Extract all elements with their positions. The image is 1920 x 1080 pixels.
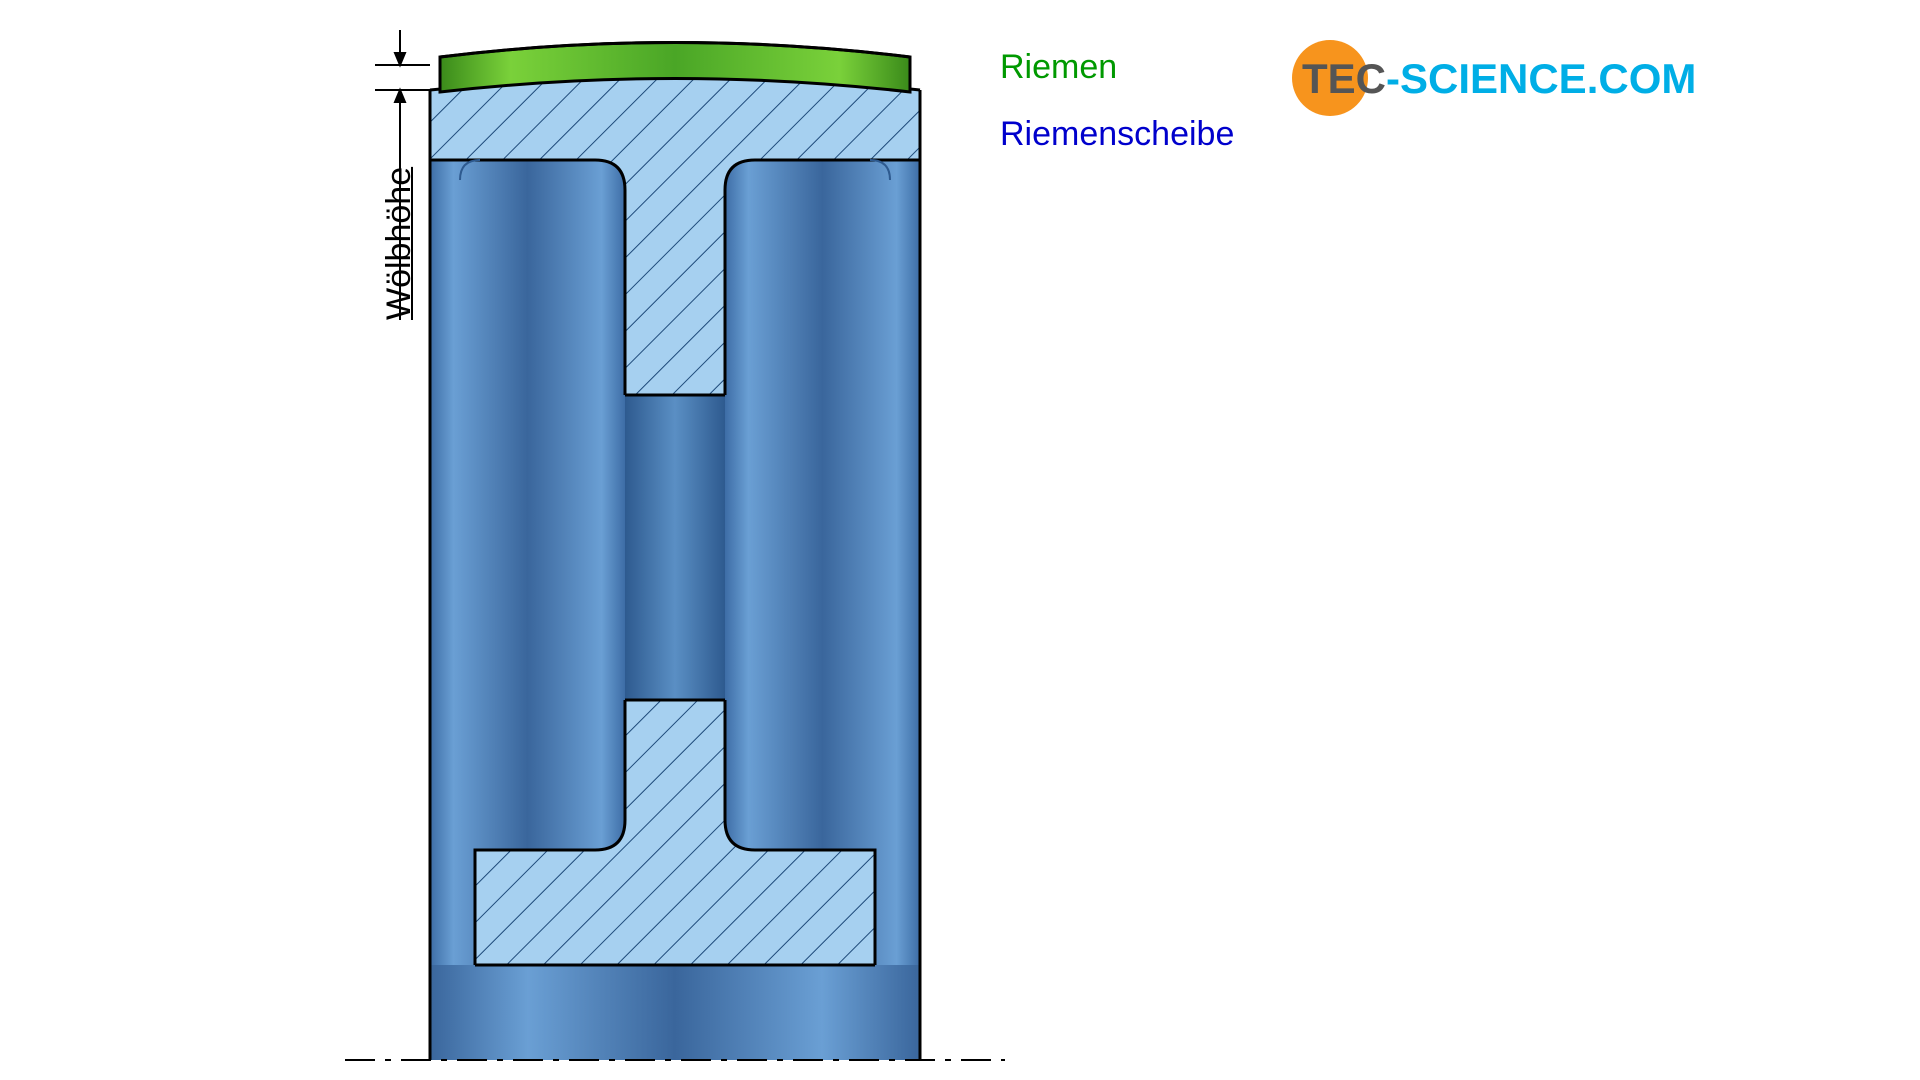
pulley-label: Riemenscheibe	[1000, 115, 1234, 154]
diagram-canvas	[0, 0, 1920, 1080]
belt-label: Riemen	[1000, 48, 1117, 87]
pulley-hub-body	[430, 965, 920, 1060]
logo-text: TEC-SCIENCE.COM	[1302, 55, 1696, 102]
crown-height-label: Wölbhöhe	[380, 167, 419, 320]
pulley-web-body	[625, 395, 725, 700]
pulley-assembly	[430, 43, 920, 1061]
logo: TEC-SCIENCE.COM	[1290, 38, 1880, 118]
